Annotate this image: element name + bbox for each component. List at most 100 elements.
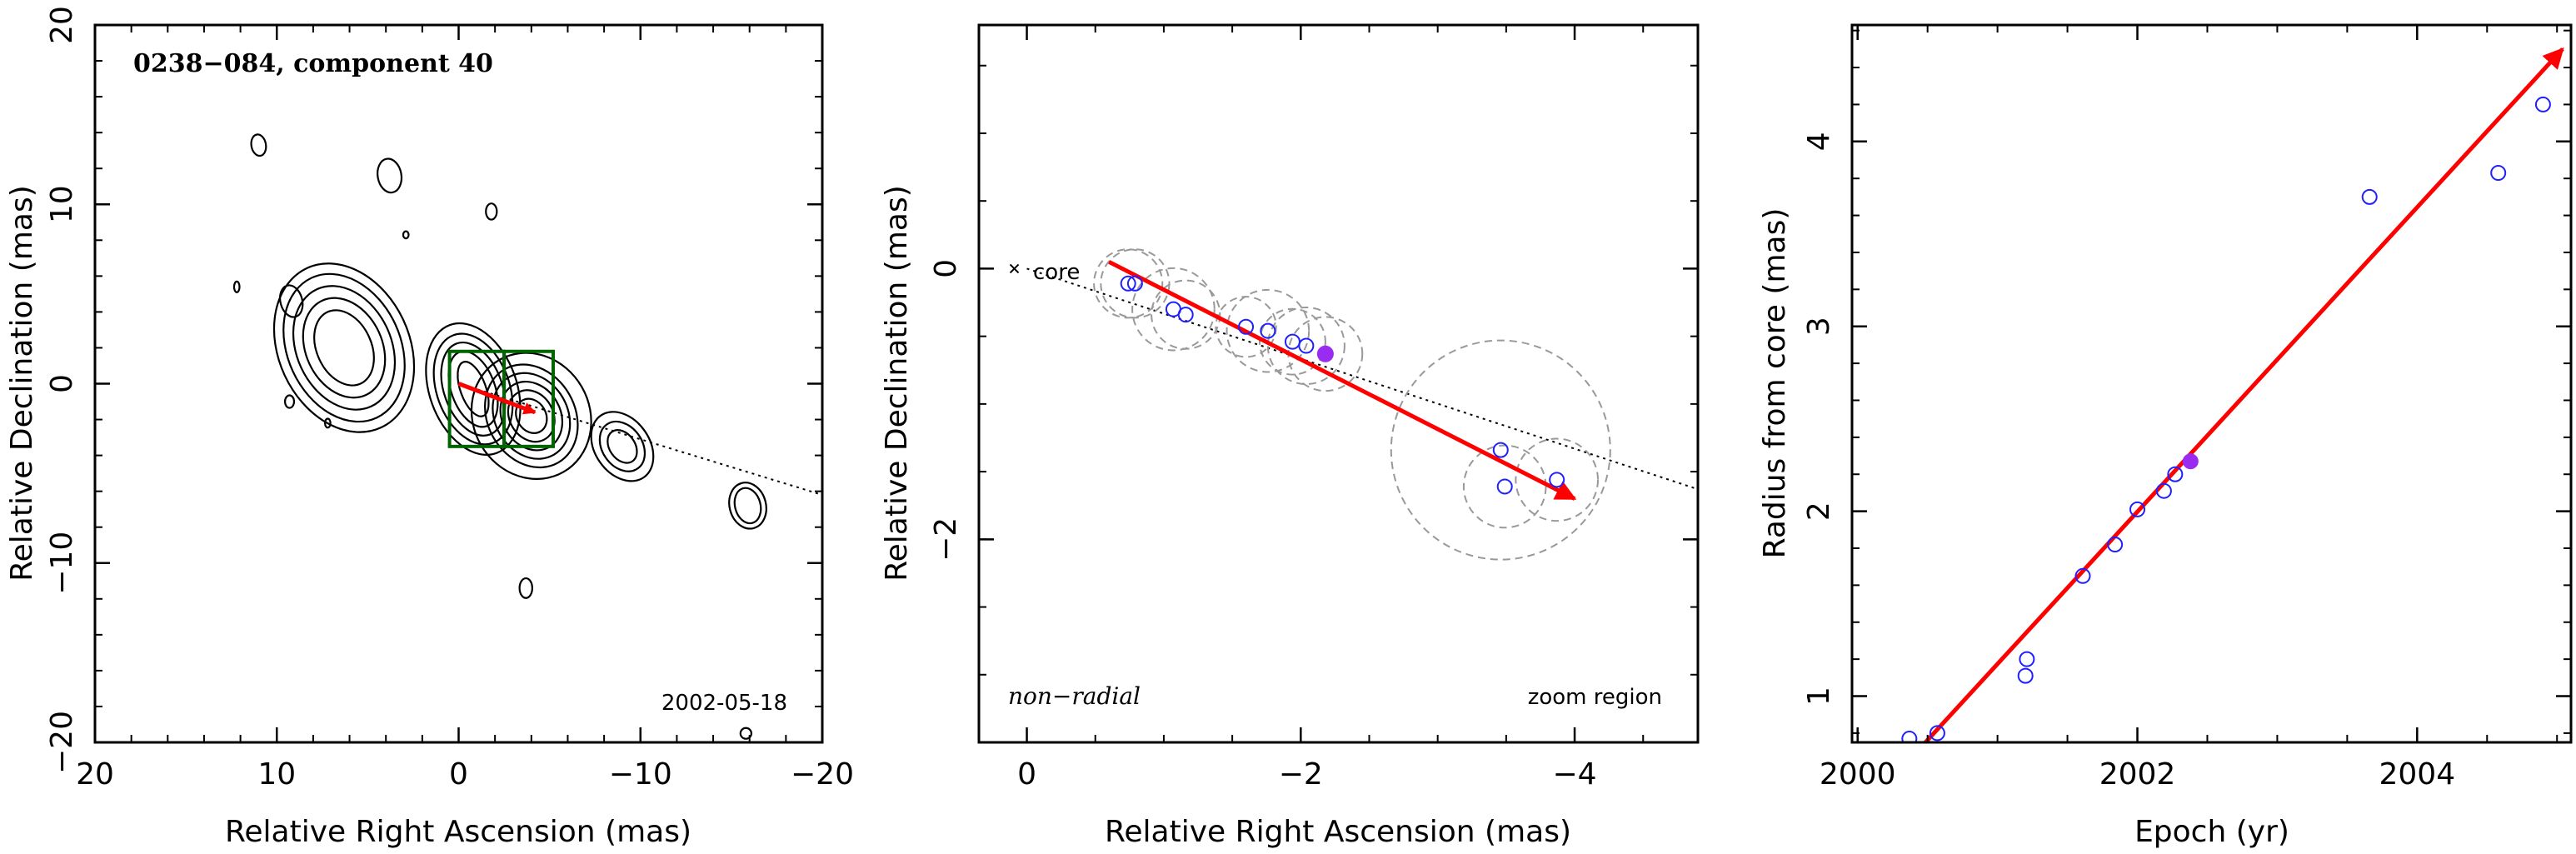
component-size-circle — [1258, 307, 1326, 376]
contour-line — [292, 285, 397, 411]
epoch-point — [2019, 651, 2035, 667]
contour-line — [518, 577, 533, 599]
plot-area-2 — [1009, 248, 1698, 561]
plot-frame-2 — [977, 23, 1700, 744]
epoch-point — [2074, 567, 2091, 584]
contour-group — [283, 394, 296, 409]
x-tick-label: 2002 — [2099, 757, 2176, 792]
contour-group — [470, 352, 592, 480]
contour-group — [739, 727, 752, 740]
contour-line — [402, 230, 410, 240]
component-position-point — [1126, 275, 1143, 292]
x-tick-label: 0 — [449, 757, 468, 792]
chart-title: 0238−084, component 40 — [133, 49, 493, 78]
contour-group — [232, 280, 241, 293]
fit-line-arrow — [1922, 47, 2564, 742]
contour-group — [402, 230, 410, 240]
contour-group — [377, 157, 403, 194]
contour-line — [739, 727, 752, 740]
contour-line — [607, 429, 638, 464]
contour-group — [272, 262, 416, 433]
x-tick-label: 20 — [76, 757, 114, 792]
x-tick-label: 2004 — [2379, 757, 2455, 792]
jet-axis-line — [1026, 267, 1698, 491]
contour-line — [457, 361, 490, 417]
epoch-point — [2490, 165, 2507, 182]
contour-line — [515, 397, 548, 434]
contour-line — [590, 411, 655, 482]
component-size-circle — [1226, 288, 1310, 373]
contour-group — [279, 284, 304, 318]
contour-line — [733, 487, 762, 525]
component-position-point — [1177, 307, 1194, 323]
panel-contour-map: 20 10 0 −10 −20 −20 −10 0 10 20 0238−084, compone… — [5, 6, 854, 849]
contour-line — [377, 157, 403, 194]
epoch-point — [2107, 537, 2124, 553]
epoch-point — [2167, 466, 2184, 482]
motion-vector-arrow — [457, 382, 537, 415]
x-tick-label: −20 — [791, 757, 854, 792]
y-tick-label: 4 — [1802, 132, 1836, 151]
component-position-point — [1284, 333, 1300, 350]
epoch-point — [2534, 96, 2551, 112]
component-size-circle — [1266, 306, 1345, 386]
contour-group — [590, 411, 655, 482]
component-size-circle — [1151, 279, 1221, 350]
axes-2: 0 −2 −4 −2 0 — [929, 25, 1698, 792]
contour-line — [283, 394, 296, 409]
plot-area-3 — [1901, 47, 2564, 742]
highlight-point — [2182, 453, 2199, 470]
epoch-point — [1901, 731, 1918, 742]
panel-radius-epoch: 2000 2002 2004 1 2 3 4 Epoch (yr) Radius from … — [1758, 23, 2573, 849]
corner-label-right: zoom region — [1528, 685, 1662, 710]
contour-line — [282, 272, 406, 423]
component-position-point — [1260, 322, 1276, 339]
component-position-point — [1549, 472, 1565, 488]
component-position-point — [1496, 478, 1513, 495]
x-tick-label: −10 — [609, 757, 672, 792]
contour-line — [492, 372, 572, 460]
y-tick-label: −20 — [45, 711, 79, 774]
y-tick-label: 3 — [1802, 317, 1836, 336]
contour-group — [250, 133, 267, 157]
component-position-point — [1120, 275, 1136, 292]
x-tick-label: 0 — [1017, 757, 1036, 792]
y-axis-label-1: Relative Declination (mas) — [5, 185, 39, 582]
contour-line — [440, 341, 507, 437]
y-tick-label: 0 — [45, 374, 79, 393]
component-size-circle — [1215, 296, 1277, 358]
x-tick-label: 2000 — [1820, 757, 1896, 792]
epoch-point — [1929, 725, 1945, 742]
panel-zoom: 0 −2 −4 −2 0 core non−radial zoom region Rel… — [880, 23, 1700, 849]
x-tick-label: −4 — [1553, 757, 1597, 792]
contour-line — [250, 133, 267, 157]
corner-label-left: non−radial — [1008, 682, 1141, 710]
contour-line — [302, 297, 387, 399]
plot-frame-3 — [1850, 23, 2573, 744]
y-axis-label-2: Relative Declination (mas) — [880, 185, 914, 582]
contour-line — [313, 309, 375, 387]
x-tick-label: −2 — [1279, 757, 1323, 792]
x-axis-label-2: Relative Right Ascension (mas) — [1105, 815, 1571, 849]
y-tick-label: 20 — [45, 6, 79, 44]
component-position-point — [1238, 318, 1255, 335]
y-tick-label: −10 — [45, 532, 79, 595]
contour-line — [232, 280, 241, 293]
contour-group — [485, 202, 498, 221]
contour-line — [507, 389, 556, 443]
plot-area-1 — [232, 133, 822, 740]
component-size-circle — [1100, 248, 1171, 319]
epoch-point — [2155, 482, 2172, 499]
core-label: core — [1033, 260, 1080, 285]
y-tick-label: 10 — [45, 185, 79, 223]
epoch-point — [2361, 188, 2378, 205]
contour-group — [323, 417, 332, 429]
contour-line — [432, 332, 514, 446]
axes-3: 2000 2002 2004 1 2 3 4 — [1802, 25, 2571, 792]
component-size-circle — [1462, 444, 1547, 529]
y-tick-label: −2 — [929, 517, 963, 562]
y-tick-label: 1 — [1802, 687, 1836, 706]
component-size-circle — [1131, 267, 1216, 352]
contour-line — [272, 262, 416, 433]
